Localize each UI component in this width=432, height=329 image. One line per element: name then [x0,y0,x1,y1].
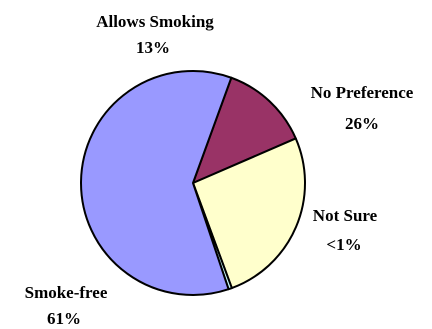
value-smoke-free: 61% [47,309,81,328]
value-no-preference: 26% [345,114,379,133]
pie-slice-allows-smoking [192,76,297,184]
value-not-sure: <1% [326,235,361,254]
pie-slice-no-preference [192,137,306,290]
pie-slices [80,70,306,296]
label-not-sure: Not Sure [313,206,378,225]
label-allows-smoking: Allows Smoking [96,12,214,31]
label-smoke-free: Smoke-free [25,283,108,302]
pie-slice-smoke-free [80,70,233,296]
value-allows-smoking: 13% [136,38,170,57]
label-no-preference: No Preference [311,83,414,102]
